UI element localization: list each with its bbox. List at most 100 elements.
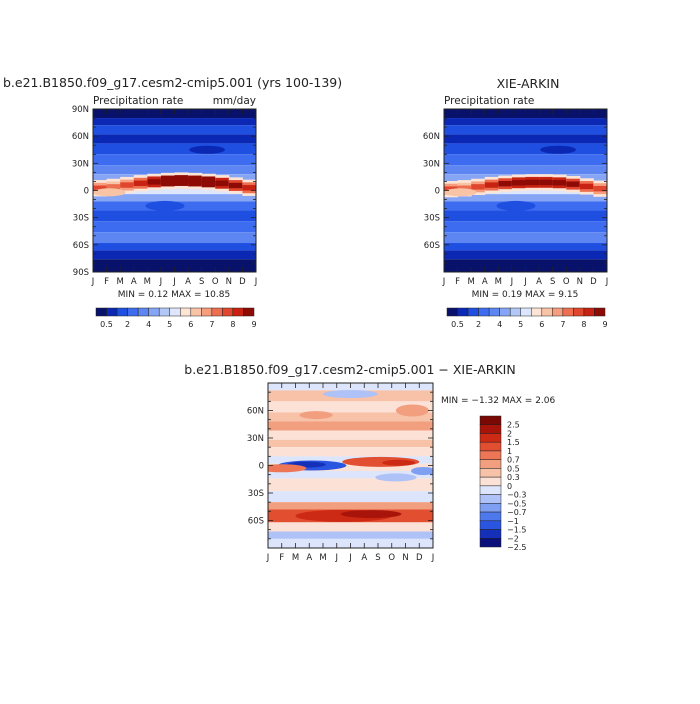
p3-xtick-label: J [348, 553, 352, 563]
p2-band [444, 243, 607, 251]
p2-cbar-box [488, 307, 500, 317]
p1-band [93, 134, 256, 144]
p1-band [93, 221, 256, 233]
p2-blob [444, 188, 477, 197]
p1-band [93, 118, 256, 126]
p3-band [268, 430, 433, 440]
p2-cbar-box [467, 307, 479, 317]
p3-band [268, 531, 433, 539]
p2-xtick-label: J [510, 277, 514, 287]
p1-cbar-box [201, 307, 213, 317]
p3-band [268, 502, 433, 510]
p1-cbar-box [232, 307, 244, 317]
p2-xtick-label: M [495, 277, 502, 287]
p1-band [93, 165, 256, 175]
p3-blob [395, 404, 429, 417]
panel1-units: mm/day [213, 95, 256, 107]
p3-ytick-label: 60N [247, 407, 264, 417]
p3-xtick-label: M [319, 553, 326, 563]
panel1-title: b.e21.B1850.f09_g17.cesm2-cmip5.001 (yrs… [3, 75, 342, 90]
p3-band [268, 522, 433, 532]
p1-itcz-cell [174, 177, 189, 184]
p2-itcz-cell [593, 185, 607, 192]
p2-band [444, 210, 607, 222]
p1-cbar-box [180, 307, 192, 317]
p3-band [268, 447, 433, 457]
p3-xtick-label: J [431, 553, 435, 563]
p2-itcz-cell [525, 179, 540, 186]
p1-cbar-box [190, 307, 202, 317]
p1-blob [93, 188, 126, 197]
p1-xtick-label: N [226, 277, 232, 287]
p1-itcz-cell [215, 180, 230, 186]
p1-cbar-label: 5 [167, 320, 172, 329]
p1-xtick-label: J [254, 277, 258, 287]
p3-band [268, 491, 433, 503]
p2-cbar-box [457, 307, 469, 317]
p1-cbar-label: 2 [125, 320, 130, 329]
panel3-title: b.e21.B1850.f09_g17.cesm2-cmip5.001 − XI… [184, 362, 515, 377]
p1-band [93, 232, 256, 244]
p3-cbar-box [479, 424, 502, 434]
p2-band [444, 143, 607, 155]
p1-ytick-label: 60S [73, 241, 89, 251]
p1-itcz-cell [147, 179, 162, 185]
p3-cbar-label: 0.7 [507, 456, 520, 465]
p3-xtick-label: D [416, 553, 423, 563]
p2-cbar-box [562, 307, 574, 317]
p1-cbar-label: 9 [251, 320, 256, 329]
p3-cbar-label: −0.5 [507, 499, 526, 508]
p3-cbar-label: −2.5 [507, 543, 526, 552]
p1-cbar-box [116, 307, 128, 317]
p2-itcz-cell [579, 183, 594, 190]
p3-xtick-label: J [334, 553, 338, 563]
p3-cbar-box [479, 494, 502, 504]
p1-cbar-box [169, 307, 181, 317]
p3-cbar-label: 2.5 [507, 421, 520, 430]
p3-blob [382, 459, 416, 466]
p3-cbar-label: 0 [507, 482, 512, 491]
p2-cbar-box [446, 307, 458, 317]
p3-xtick-label: F [279, 553, 284, 563]
p1-xtick-label: J [91, 277, 95, 287]
p2-cbar-label: 7 [560, 320, 565, 329]
p3-cbar-label: −2 [507, 534, 519, 543]
p1-cbar-box [243, 307, 255, 317]
p1-ytick-label: 30N [72, 159, 89, 169]
p2-blob [540, 145, 577, 154]
p3-xtick-label: N [402, 553, 408, 563]
p3-cbar-label: 0.3 [507, 473, 520, 482]
p1-cbar-label: 6 [188, 320, 193, 329]
p3-blob [299, 411, 333, 420]
p3-ytick-label: 30S [248, 489, 264, 499]
p3-cbar-label: −1 [507, 517, 519, 526]
p2-itcz-cell [511, 180, 526, 186]
panel1-stats: MIN = 0.12 MAX = 10.85 [118, 290, 230, 300]
p3-cbar-box [479, 511, 502, 522]
p2-band [444, 125, 607, 135]
p1-ytick-label: 90N [72, 105, 89, 115]
p2-cbar-box [520, 307, 532, 317]
p1-cbar-box [148, 307, 160, 317]
p1-xtick-label: A [131, 277, 137, 287]
p2-cbar-label: 2 [476, 320, 481, 329]
p2-xtick-label: A [482, 277, 488, 287]
p3-blob [323, 390, 378, 398]
p1-cbar-box [127, 307, 139, 317]
p1-cbar-label: 0.5 [100, 320, 113, 329]
p2-blob [496, 200, 536, 211]
p3-ytick-label: 30N [247, 434, 264, 444]
p2-band [444, 165, 607, 175]
p1-ytick-label: 60N [72, 132, 89, 142]
p2-xtick-label: J [442, 277, 446, 287]
p1-xtick-label: A [185, 277, 191, 287]
p1-itcz-cell [160, 178, 175, 184]
p3-band [268, 412, 433, 422]
p1-cbar-box [106, 307, 118, 317]
p2-band [444, 250, 607, 260]
panel2-stats: MIN = 0.19 MAX = 9.15 [472, 290, 579, 300]
p2-band [444, 134, 607, 144]
p2-cbar-label: 4 [497, 320, 502, 329]
